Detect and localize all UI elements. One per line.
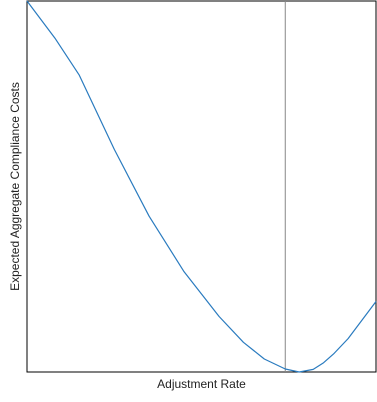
series-line-0 (26, 0, 377, 373)
y-axis-label: Expected Aggregate Compliance Costs (8, 82, 22, 291)
plot-area (26, 0, 377, 373)
x-axis-label: Adjustment Rate (157, 377, 246, 391)
plot-frame (26, 0, 377, 373)
